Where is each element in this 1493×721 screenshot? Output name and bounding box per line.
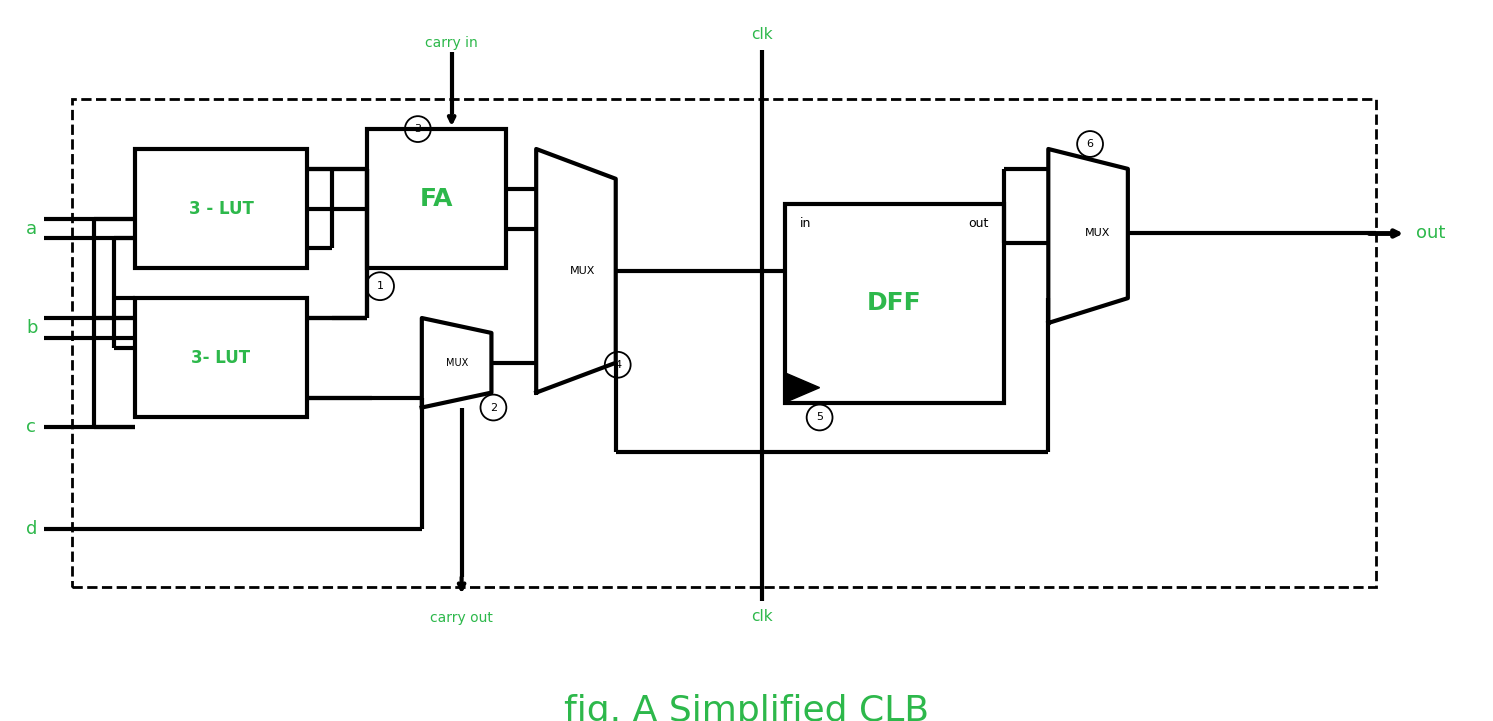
Text: 1: 1 <box>376 281 384 291</box>
Text: carry in: carry in <box>426 35 478 50</box>
Text: 5: 5 <box>817 412 823 423</box>
Text: out: out <box>969 217 988 230</box>
Text: clk: clk <box>751 609 773 624</box>
Text: FA: FA <box>420 187 454 211</box>
Text: MUX: MUX <box>570 266 596 276</box>
Bar <box>785 203 1003 402</box>
Text: out: out <box>1417 224 1445 242</box>
Text: MUX: MUX <box>445 358 467 368</box>
Text: MUX: MUX <box>1085 229 1111 239</box>
Bar <box>367 129 506 268</box>
Text: in: in <box>800 217 811 230</box>
Polygon shape <box>536 149 615 393</box>
Text: 3 - LUT: 3 - LUT <box>188 200 254 218</box>
Text: fig. A Simplified CLB: fig. A Simplified CLB <box>563 694 929 721</box>
Text: 6: 6 <box>1087 139 1093 149</box>
Text: 3: 3 <box>415 124 421 134</box>
Text: carry out: carry out <box>430 611 493 625</box>
Polygon shape <box>1048 149 1127 323</box>
Text: 3- LUT: 3- LUT <box>191 349 251 367</box>
Text: 4: 4 <box>614 360 621 370</box>
Bar <box>136 298 308 417</box>
Text: clk: clk <box>751 27 773 42</box>
Bar <box>72 99 1377 586</box>
Polygon shape <box>423 318 491 407</box>
Text: c: c <box>25 418 36 436</box>
Text: a: a <box>25 219 37 237</box>
Text: 2: 2 <box>490 402 497 412</box>
Polygon shape <box>785 373 820 402</box>
Text: b: b <box>25 319 37 337</box>
Text: d: d <box>25 520 37 538</box>
Bar <box>136 149 308 268</box>
Text: DFF: DFF <box>867 291 921 315</box>
